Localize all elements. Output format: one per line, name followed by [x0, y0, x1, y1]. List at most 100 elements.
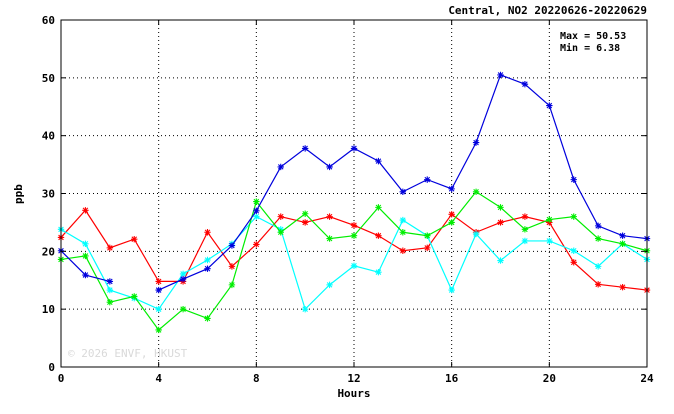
data-point-marker	[155, 278, 162, 285]
data-point-marker	[399, 247, 407, 254]
data-point-marker	[424, 176, 431, 183]
grid-lines	[61, 20, 647, 367]
data-point-marker	[204, 315, 211, 322]
data-point-marker	[350, 232, 358, 239]
data-point-marker	[155, 286, 162, 294]
data-point-marker	[594, 222, 602, 230]
data-point-marker	[253, 213, 260, 220]
data-point-marker	[253, 241, 260, 248]
data-point-marker	[277, 213, 284, 220]
data-point-marker	[619, 283, 626, 291]
data-point-marker	[448, 219, 455, 226]
data-point-marker	[301, 210, 309, 217]
data-point-marker	[546, 237, 553, 245]
data-point-marker	[472, 188, 480, 195]
data-point-marker	[594, 263, 602, 270]
data-point-marker	[521, 237, 529, 245]
data-point-marker	[106, 244, 114, 252]
data-point-marker	[399, 188, 407, 195]
data-point-marker	[399, 229, 407, 236]
data-point-marker	[472, 230, 480, 238]
data-point-marker	[253, 207, 260, 215]
data-point-marker	[424, 232, 431, 239]
data-point-marker	[497, 219, 504, 226]
data-point-marker	[375, 268, 382, 276]
data-point-marker	[82, 240, 89, 248]
data-point-marker	[82, 207, 89, 214]
data-point-marker	[82, 252, 89, 260]
y-tick-label: 0	[48, 361, 55, 374]
y-tick-label: 10	[42, 303, 55, 316]
data-point-marker	[131, 293, 138, 300]
series-group	[57, 71, 651, 334]
x-axis-label: Hours	[337, 387, 370, 400]
axis-ticks: 0 4 8 12 16 20 24 0 10 20 30 40 50 60	[42, 14, 654, 385]
data-point-marker	[350, 262, 358, 269]
y-tick-label: 40	[42, 130, 55, 143]
data-point-marker	[521, 226, 529, 233]
x-tick-label: 16	[445, 372, 459, 385]
x-tick-label: 20	[543, 372, 556, 385]
data-point-marker	[277, 163, 284, 171]
data-point-marker	[399, 216, 407, 224]
data-point-marker	[106, 299, 114, 306]
data-point-marker	[375, 157, 382, 165]
y-tick-label: 60	[42, 14, 55, 27]
data-point-marker	[546, 216, 553, 223]
x-tick-label: 24	[640, 372, 654, 385]
data-point-marker	[448, 211, 455, 218]
data-point-marker	[326, 281, 333, 289]
data-point-marker	[472, 139, 480, 146]
data-point-marker	[448, 286, 455, 294]
data-point-marker	[228, 263, 236, 270]
data-point-marker	[228, 281, 236, 289]
data-point-marker	[497, 257, 504, 264]
watermark: © 2026 ENVF, HKUST	[68, 347, 188, 360]
chart-title: Central, NO2 20220626-20220629	[448, 4, 647, 17]
data-point-marker	[106, 286, 114, 294]
data-point-marker	[497, 71, 504, 79]
x-tick-label: 12	[347, 372, 360, 385]
data-point-marker	[570, 247, 577, 254]
data-point-marker	[204, 256, 211, 264]
data-point-marker	[131, 235, 138, 243]
data-point-marker	[106, 278, 114, 285]
data-point-marker	[179, 270, 187, 278]
data-point-marker	[204, 265, 211, 272]
x-tick-label: 8	[253, 372, 260, 385]
min-value: Min = 6.38	[560, 42, 620, 54]
data-point-marker	[497, 204, 504, 211]
data-point-marker	[301, 145, 309, 152]
max-value: Max = 50.53	[560, 31, 626, 42]
x-tick-label: 0	[58, 372, 65, 385]
y-tick-label: 20	[42, 245, 55, 258]
data-point-marker	[594, 281, 602, 288]
data-point-marker	[277, 229, 284, 236]
data-point-marker	[326, 213, 333, 220]
y-tick-label: 50	[42, 72, 55, 85]
data-point-marker	[82, 271, 89, 279]
data-point-marker	[424, 244, 431, 252]
y-axis-label: ppb	[12, 184, 25, 204]
data-point-marker	[253, 198, 260, 205]
data-point-marker	[155, 326, 162, 334]
data-point-marker	[179, 305, 187, 313]
data-point-marker	[570, 259, 577, 266]
data-point-marker	[521, 213, 529, 220]
x-tick-label: 4	[155, 372, 162, 385]
data-point-marker	[350, 222, 358, 229]
data-point-marker	[375, 232, 382, 239]
data-point-marker	[228, 242, 236, 249]
data-point-marker	[521, 80, 529, 88]
data-point-marker	[619, 232, 626, 239]
data-point-marker	[546, 102, 553, 109]
data-point-marker	[326, 235, 333, 242]
data-point-marker	[350, 145, 358, 152]
data-point-marker	[375, 204, 382, 211]
data-point-marker	[179, 275, 187, 283]
data-point-marker	[326, 163, 333, 171]
data-point-marker	[619, 240, 626, 248]
data-point-marker	[594, 235, 602, 242]
